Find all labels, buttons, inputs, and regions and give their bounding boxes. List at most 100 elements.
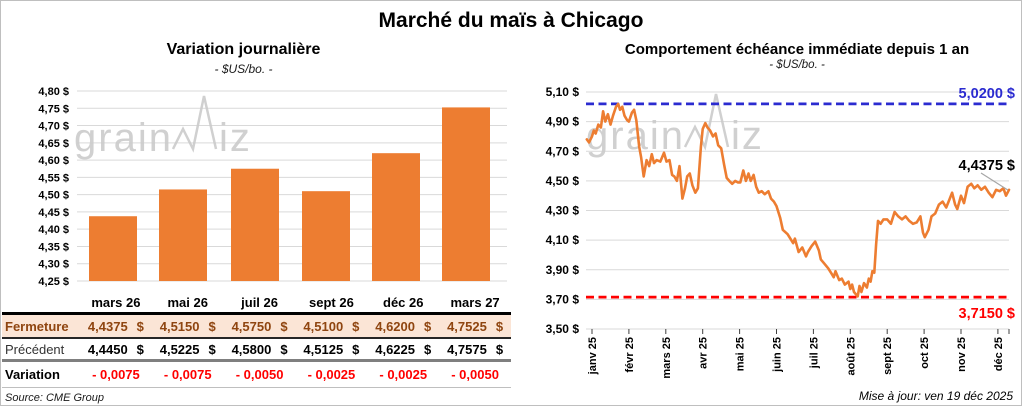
y-tick-label: 3,50 $ xyxy=(546,322,580,336)
value-cell: - 0,0025 xyxy=(367,367,439,382)
y-tick-label: 4,70 $ xyxy=(546,144,580,158)
y-tick-label: 4,70 $ xyxy=(38,121,69,133)
y-tick-label: 5,10 $ xyxy=(546,85,580,99)
currency-symbol: $ xyxy=(208,341,216,357)
value-cell: 4,5150 $ xyxy=(152,319,224,334)
currency-symbol: $ xyxy=(495,341,504,357)
currency-symbol: $ xyxy=(208,318,216,334)
value-cell: 4,6200 $ xyxy=(367,319,439,334)
value-number: 4,4450 xyxy=(87,341,128,357)
x-tick-label: sept 25 xyxy=(882,337,894,375)
daily-variation-bar-chart: 4,80 $ 4,75 $ 4,70 $ 4,65 $ 4,60 $ 4,55 $ 4,50… xyxy=(38,86,507,288)
column-header: mai 26 xyxy=(167,295,208,310)
value-number: 4,4375 xyxy=(87,318,128,334)
currency-symbol: $ xyxy=(352,341,360,357)
row-label: Variation xyxy=(5,367,60,382)
futures-table: mars 26 mai 26 juil 26 sept 26 déc 26 mars 27… xyxy=(2,292,511,404)
value-number: - 0,0050 xyxy=(451,367,499,382)
bar-mars-27 xyxy=(442,107,490,281)
currency-symbol: $ xyxy=(495,318,504,334)
daily-variation-title: Variation journalière xyxy=(166,41,321,58)
value-number: - 0,0025 xyxy=(379,367,428,382)
y-tick-label: 4,50 $ xyxy=(38,190,69,202)
lower-threshold-label: 3,7150 $ xyxy=(959,306,1015,322)
table-row-precedent: Précédent 4,4450 $4,5225 $4,5800 $4,5125 $4,6… xyxy=(2,339,511,362)
row-label: Précédent xyxy=(5,341,65,357)
y-tick-label: 4,35 $ xyxy=(38,241,69,253)
grainwiz-watermark: grain iz xyxy=(586,93,764,158)
value-number: - 0,0050 xyxy=(235,367,284,382)
grainwiz-watermark: grain iz xyxy=(74,95,252,160)
value-cell: 4,7575 $ xyxy=(439,342,511,357)
x-tick-label: avr 25 xyxy=(698,337,710,369)
bar-juil-26 xyxy=(231,168,279,281)
value-number: 4,5100 xyxy=(303,318,344,334)
y-tick-label: 4,75 $ xyxy=(38,103,69,115)
value-cell: 4,5125 $ xyxy=(296,342,368,357)
bar-mai-26 xyxy=(159,189,207,281)
daily-variation-subtitle: - $US/bo. - xyxy=(214,62,273,76)
value-cell: 4,4450 $ xyxy=(80,342,152,357)
y-tick-label: 4,30 $ xyxy=(38,259,69,271)
column-header: juil 26 xyxy=(241,295,278,310)
upper-threshold-label: 5,0200 $ xyxy=(959,86,1015,102)
value-number: 4,5150 xyxy=(159,318,200,334)
value-cell: 4,7525 $ xyxy=(439,319,511,334)
svg-text:iz: iz xyxy=(219,116,252,160)
currency-symbol: $ xyxy=(280,341,288,357)
value-cell: - 0,0050 xyxy=(439,367,511,382)
value-cell: - 0,0075 xyxy=(152,367,224,382)
value-number: - 0,0075 xyxy=(92,367,140,382)
y-tick-label: 4,25 $ xyxy=(38,276,69,288)
column-header: mars 27 xyxy=(450,295,500,310)
x-tick-label: nov 25 xyxy=(956,337,968,372)
svg-text:iz: iz xyxy=(731,114,764,158)
y-tick-label: 4,55 $ xyxy=(38,172,69,184)
y-tick-label: 3,90 $ xyxy=(546,263,580,277)
x-tick-label: déc 25 xyxy=(993,337,1005,371)
value-number: 4,7525 xyxy=(447,318,487,334)
currency-symbol: $ xyxy=(352,318,360,334)
bar-déc-26 xyxy=(372,153,420,281)
y-tick-label: 4,10 $ xyxy=(546,233,580,247)
currency-symbol: $ xyxy=(424,341,432,357)
value-cell: 4,5100 $ xyxy=(296,319,368,334)
x-tick-label: août 25 xyxy=(845,337,857,376)
table-corner-cell xyxy=(2,310,80,312)
value-cell: 4,5750 $ xyxy=(224,319,296,334)
update-note: Mise à jour: ven 19 déc 2025 xyxy=(858,389,1013,403)
x-tick-label: mars 25 xyxy=(661,337,673,379)
front-month-title: Comportement échéance immédiate depuis 1… xyxy=(624,41,970,58)
value-cell: 4,5225 $ xyxy=(152,342,224,357)
x-tick-label: févr 25 xyxy=(624,337,636,372)
value-cell: - 0,0050 xyxy=(224,367,296,382)
value-number: 4,6200 xyxy=(375,318,415,334)
y-tick-label: 4,60 $ xyxy=(38,155,69,167)
value-number: 4,5750 xyxy=(231,318,272,334)
last-value-label: 4,4375 $ xyxy=(959,158,1015,174)
y-tick-label: 4,65 $ xyxy=(38,138,69,150)
table-row-fermeture: Fermeture 4,4375 $4,5150 $4,5750 $4,5100 $4,6… xyxy=(2,315,511,339)
row-label: Fermeture xyxy=(5,318,69,334)
y-tick-label: 4,50 $ xyxy=(546,174,580,188)
y-tick-label: 3,70 $ xyxy=(546,292,580,306)
value-cell: - 0,0025 xyxy=(296,367,368,382)
column-header: déc 26 xyxy=(383,295,424,310)
value-number: 4,6225 xyxy=(375,341,415,357)
source-note: Source: CME Group xyxy=(5,392,105,404)
bar-mars-26 xyxy=(89,216,137,281)
column-header: mars 26 xyxy=(91,295,141,310)
currency-symbol: $ xyxy=(280,318,288,334)
bar-sept-26 xyxy=(302,191,350,281)
svg-text:grain: grain xyxy=(74,116,173,160)
table-header-row: mars 26 mai 26 juil 26 sept 26 déc 26 mars 27 xyxy=(2,292,511,315)
value-number: 4,5225 xyxy=(159,341,200,357)
price-line xyxy=(585,102,1011,298)
value-number: 4,7575 xyxy=(447,341,487,357)
leader-line xyxy=(980,172,1009,191)
value-number: - 0,0075 xyxy=(163,367,212,382)
x-tick-label: mai 25 xyxy=(735,337,747,371)
value-cell: - 0,0075 xyxy=(80,367,152,382)
value-cell: 4,4375 $ xyxy=(80,319,152,334)
